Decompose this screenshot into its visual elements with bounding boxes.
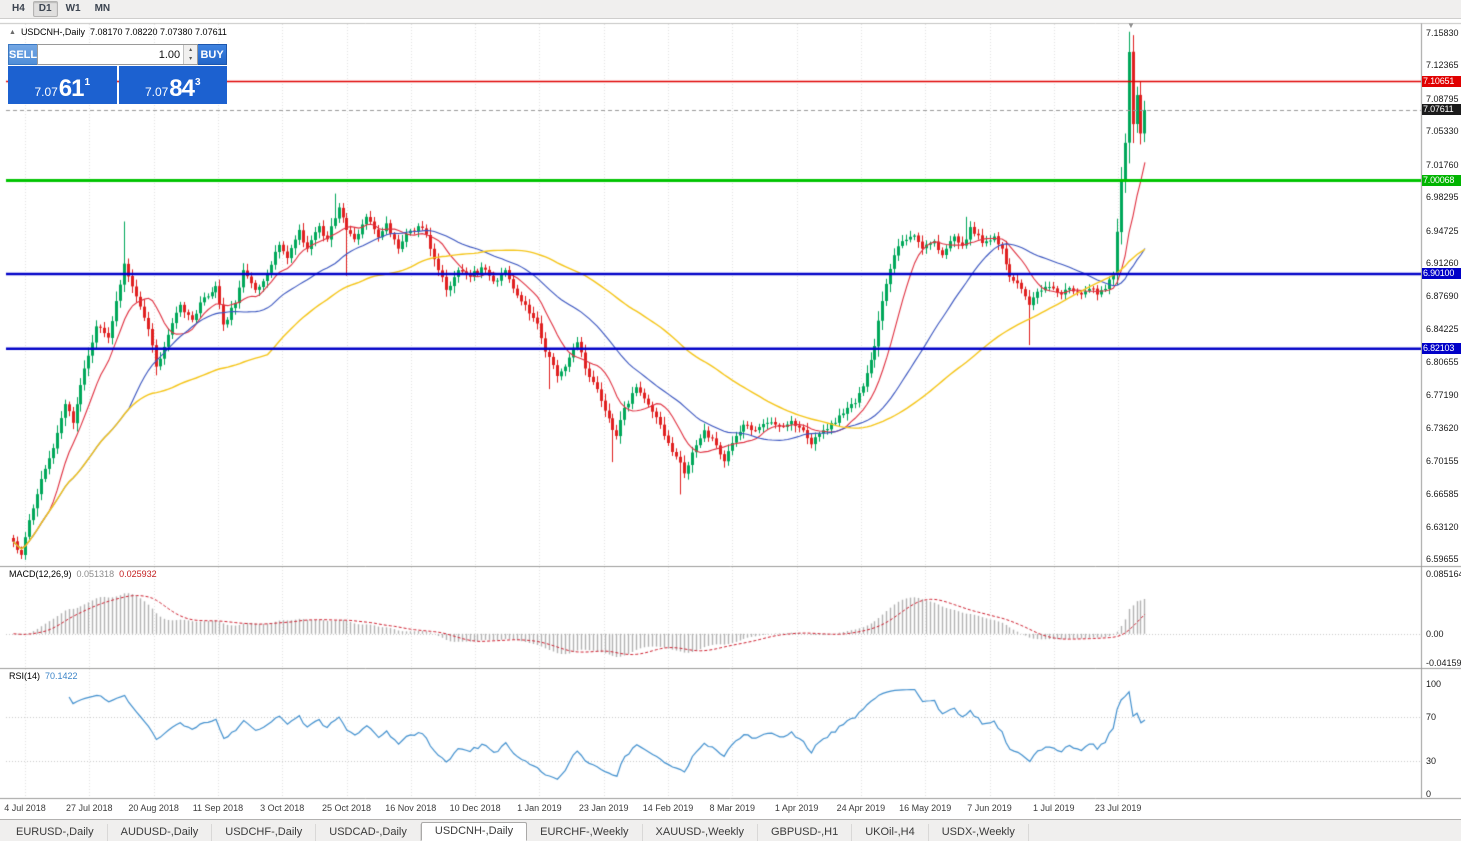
chart-shift-marker[interactable]: ▼ xyxy=(1127,21,1135,30)
rsi-indicator-label: RSI(14) 70.1422 xyxy=(9,671,78,681)
hline-price-flag: 6.90100 xyxy=(1422,268,1461,280)
rsi-axis-label: 0 xyxy=(1426,789,1432,799)
price-axis-label: 6.87690 xyxy=(1426,291,1459,302)
hline-price-flag: 7.10651 xyxy=(1422,75,1461,87)
date-axis-label: 1 Apr 2019 xyxy=(774,803,819,813)
macd-name: MACD(12,26,9) xyxy=(9,569,72,579)
macd-signal-value: 0.025932 xyxy=(119,569,157,579)
date-axis-label: 16 May 2019 xyxy=(899,803,952,813)
timeframe-h4-button[interactable]: H4 xyxy=(12,3,25,14)
timeframe-d1-button[interactable]: D1 xyxy=(32,1,58,17)
timeframe-toolbar: H4 D1 W1 MN xyxy=(0,0,1461,19)
price-axis-label: 7.15830 xyxy=(1426,28,1459,38)
date-axis-label: 23 Jul 2019 xyxy=(1094,803,1142,813)
price-axis-label: 6.80655 xyxy=(1426,357,1459,368)
price-axis-label: 6.94725 xyxy=(1426,225,1459,236)
buy-price-main: 7.07 xyxy=(144,85,169,99)
price-axis-label: 6.77190 xyxy=(1426,389,1459,400)
date-axis-label: 16 Nov 2018 xyxy=(385,803,437,813)
date-axis-label: 8 Mar 2019 xyxy=(709,803,756,813)
price-axis-label: 6.70155 xyxy=(1426,455,1459,466)
macd-main-value: 0.051318 xyxy=(76,569,115,579)
date-axis-label: 23 Jan 2019 xyxy=(578,803,629,813)
date-axis-label: 11 Sep 2018 xyxy=(192,803,244,813)
volume-decrease-button[interactable]: ▾ xyxy=(184,54,198,64)
sell-price-big: 61 xyxy=(58,75,85,102)
chart-tab[interactable]: USDCAD-,Daily xyxy=(316,824,421,841)
macd-axis-label: 0.00 xyxy=(1426,628,1444,639)
buy-price-button[interactable]: 7.07 84 3 xyxy=(118,66,227,104)
sell-price-main: 7.07 xyxy=(34,85,58,99)
chart-symbol-title: USDCNH-,Daily xyxy=(20,27,85,37)
chart-tab[interactable]: GBPUSD-,H1 xyxy=(758,824,853,841)
hline-price-flag: 6.82103 xyxy=(1422,343,1461,355)
chart-tab[interactable]: USDX-,Weekly xyxy=(929,824,1029,841)
rsi-name: RSI(14) xyxy=(9,671,41,681)
chart-caption: ▲ USDCNH-,Daily 7.08170 7.08220 7.07380 … xyxy=(9,27,227,37)
timeframe-mn-button[interactable]: MN xyxy=(94,3,111,14)
timeframe-w1-button[interactable]: W1 xyxy=(65,3,81,14)
date-axis-label: 3 Oct 2018 xyxy=(260,803,305,813)
chart-tab[interactable]: USDCHF-,Daily xyxy=(212,824,317,841)
date-axis-label: 7 Jun 2019 xyxy=(967,803,1012,813)
chart-tab[interactable]: AUDUSD-,Daily xyxy=(108,824,213,841)
sell-price-pip: 1 xyxy=(84,77,91,88)
sell-button[interactable]: SELL xyxy=(8,44,38,65)
sell-price-button[interactable]: 7.07 61 1 xyxy=(8,66,117,104)
chart-tab[interactable]: XAUUSD-,Weekly xyxy=(643,824,758,841)
price-axis-label: 7.08795 xyxy=(1426,93,1459,104)
macd-indicator-label: MACD(12,26,9) 0.051318 0.025932 xyxy=(9,569,157,579)
date-axis-label: 24 Apr 2019 xyxy=(836,803,886,813)
price-axis-label: 6.98295 xyxy=(1426,192,1459,203)
current-price-flag: 7.07611 xyxy=(1422,104,1461,116)
date-axis-label: 20 Aug 2018 xyxy=(128,803,179,813)
price-axis-label: 6.73620 xyxy=(1426,423,1459,434)
macd-axis-label: -0.04159 xyxy=(1426,658,1461,668)
date-axis-label: 1 Jan 2019 xyxy=(517,803,562,813)
volume-input[interactable] xyxy=(38,45,184,64)
chart-ohlc-values: 7.08170 7.08220 7.07380 7.07611 xyxy=(89,27,227,37)
rsi-value: 70.1422 xyxy=(45,671,78,681)
chart-tab[interactable]: EURCHF-,Weekly xyxy=(527,824,643,841)
date-axis-label: 4 Jul 2018 xyxy=(4,803,46,813)
price-axis-label: 7.12365 xyxy=(1426,60,1459,71)
buy-button[interactable]: BUY xyxy=(198,44,227,65)
price-axis-label: 6.66585 xyxy=(1426,489,1459,500)
buy-price-pip: 3 xyxy=(195,77,201,88)
rsi-axis-label: 70 xyxy=(1426,712,1437,722)
chart-tab[interactable]: EURUSD-,Daily xyxy=(3,824,108,841)
volume-field: ▴ ▾ xyxy=(37,44,199,65)
date-axis-label: 25 Oct 2018 xyxy=(321,803,372,813)
price-axis-label: 7.01760 xyxy=(1426,159,1459,170)
volume-spinner: ▴ ▾ xyxy=(183,45,198,64)
one-click-collapse-icon[interactable]: ▲ xyxy=(9,28,16,36)
price-axis-label: 6.91260 xyxy=(1426,258,1459,269)
date-axis-label: 1 Jul 2019 xyxy=(1033,803,1075,813)
rsi-axis-label: 30 xyxy=(1426,756,1437,766)
hline-price-flag: 7.00068 xyxy=(1422,175,1461,187)
price-axis-label: 6.59655 xyxy=(1426,554,1459,564)
price-axis-label: 7.05330 xyxy=(1426,126,1459,137)
buy-price-big: 84 xyxy=(169,75,195,102)
price-axis-label: 6.84225 xyxy=(1426,323,1459,334)
date-axis-label: 14 Feb 2019 xyxy=(642,803,694,813)
chart-tab[interactable]: USDCNH-,Daily xyxy=(420,822,528,841)
date-axis-label: 27 Jul 2018 xyxy=(66,803,113,813)
price-axis-label: 6.63120 xyxy=(1426,521,1459,532)
volume-increase-button[interactable]: ▴ xyxy=(184,45,198,55)
chart-tab[interactable]: UKOil-,H4 xyxy=(852,824,929,841)
date-axis-label: 10 Dec 2018 xyxy=(449,803,501,813)
rsi-axis-label: 100 xyxy=(1426,679,1442,689)
macd-axis-label: 0.085164 xyxy=(1426,569,1461,579)
chart-tabs-bar: EURUSD-,Daily AUDUSD-,Daily USDCHF-,Daily U… xyxy=(0,819,1461,841)
